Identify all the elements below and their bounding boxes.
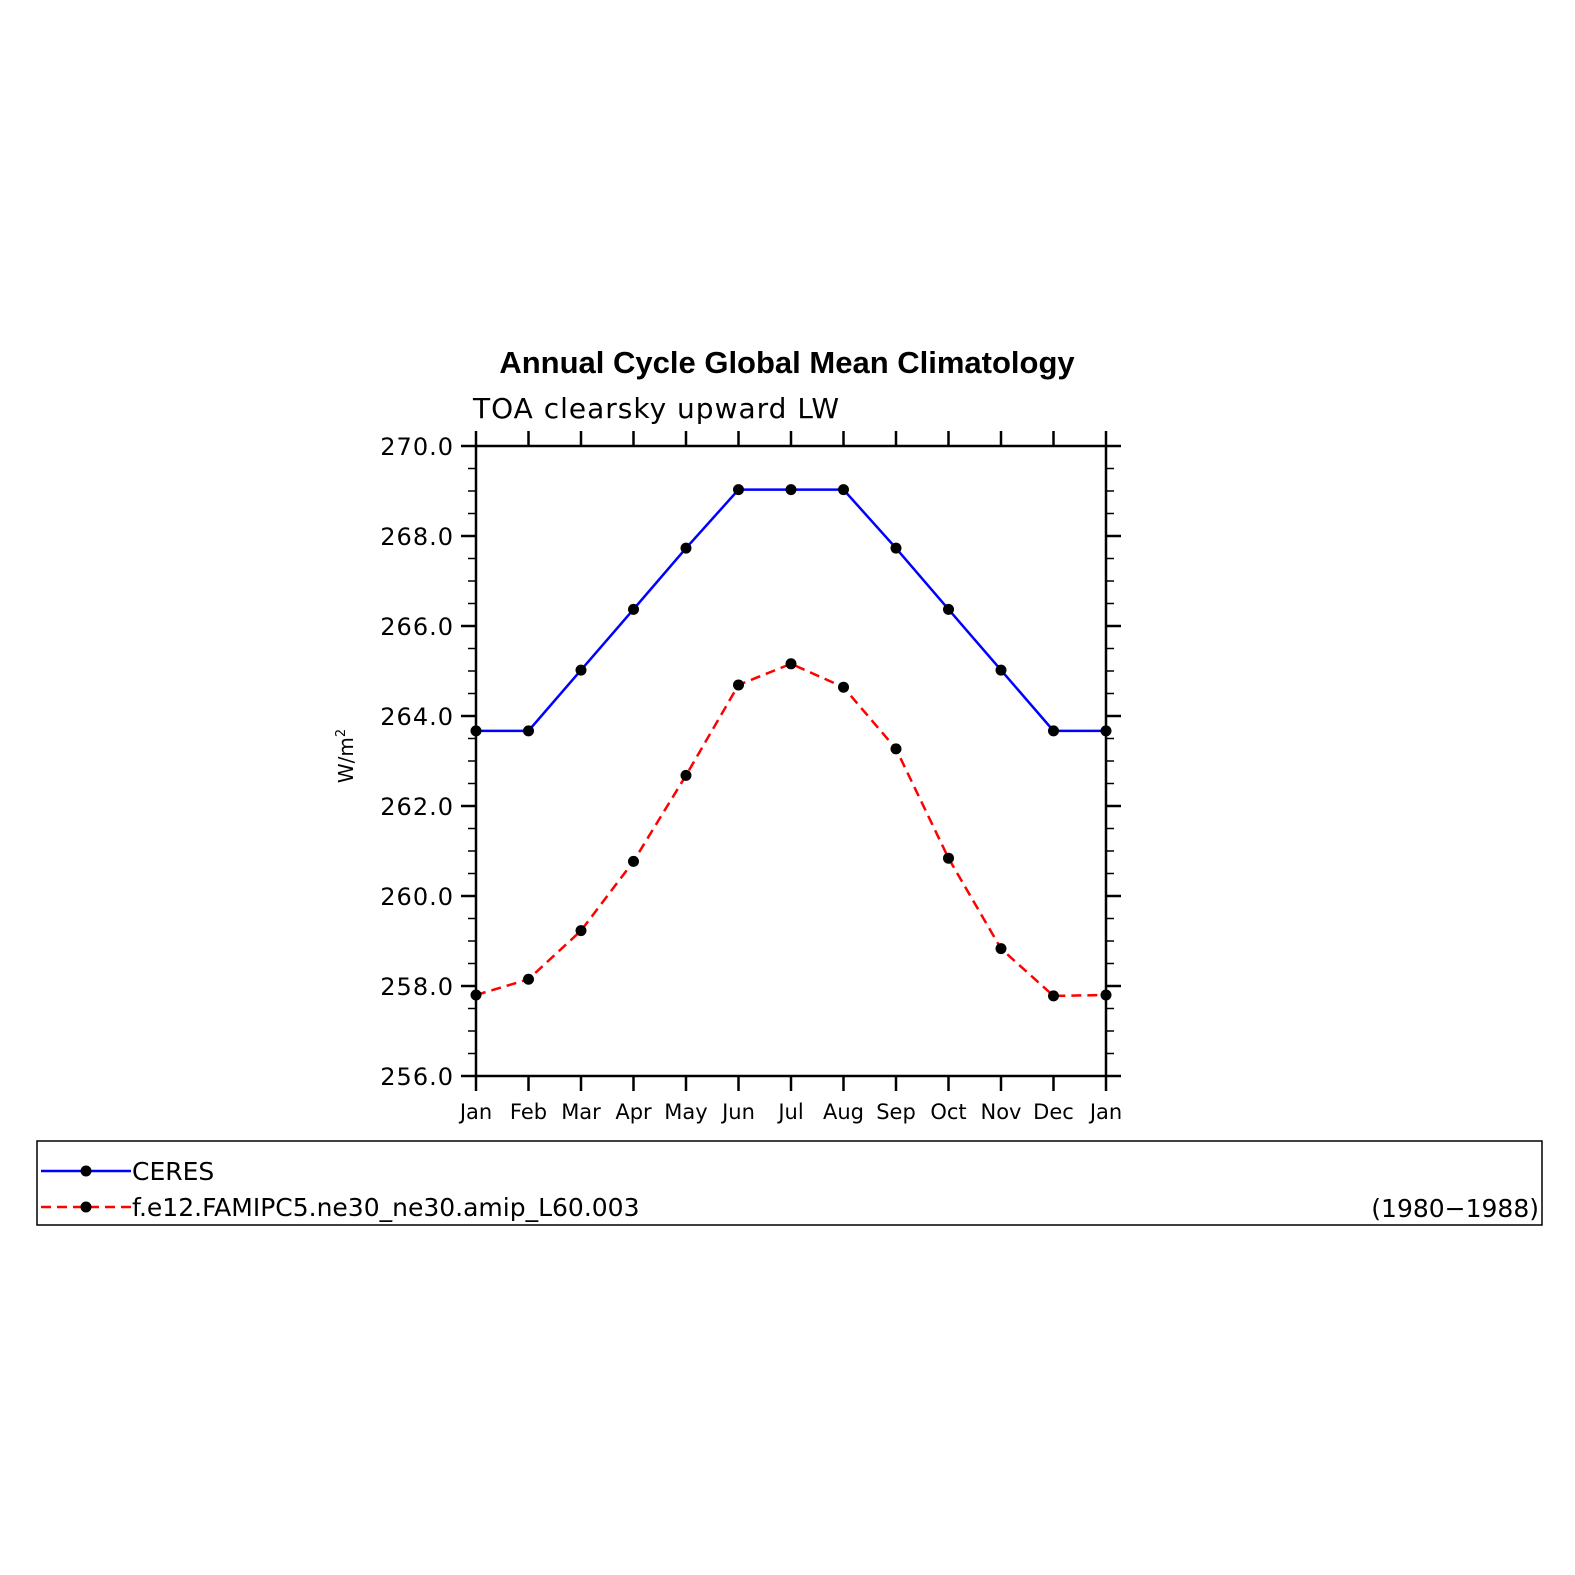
- series-1-point: [575, 664, 587, 676]
- series-2-point: [890, 743, 902, 755]
- legend-entries: CERES f.e12.FAMIPC5.ne30_ne30.amip_L60.00…: [41, 1157, 640, 1222]
- series-layer: [470, 484, 1112, 1002]
- y-tick-label: 258.0: [380, 973, 454, 1001]
- series-2-point: [628, 855, 639, 867]
- x-tick-labels: Jan Feb Mar Apr May Jun Jul Aug Sep Oct Nov Dec Jan: [458, 1100, 1122, 1124]
- x-tick-label: Feb: [510, 1100, 547, 1124]
- series-2-point: [575, 925, 587, 937]
- x-tick-label: Apr: [615, 1100, 652, 1124]
- series-2-point: [785, 658, 797, 670]
- legend-marker-1: [80, 1165, 92, 1177]
- x-tick-label: Oct: [930, 1100, 966, 1124]
- series-line-1: [476, 488, 1106, 733]
- series-1-point: [680, 542, 692, 554]
- series-1-point: [628, 603, 639, 615]
- series-2-point: [733, 679, 744, 691]
- series-1-point: [890, 542, 902, 554]
- x-tick-label: May: [664, 1100, 707, 1124]
- series-1-point: [785, 484, 797, 496]
- legend: CERES f.e12.FAMIPC5.ne30_ne30.amip_L60.00…: [36, 1140, 1543, 1226]
- y-tick-label: 256.0: [380, 1063, 454, 1091]
- series-2-point: [470, 989, 482, 1001]
- series-1-point: [1100, 725, 1112, 737]
- y-axis-label: W/m2: [334, 729, 358, 783]
- series-1-point: [733, 484, 744, 496]
- x-tick-label: Jun: [720, 1100, 755, 1124]
- y-tick-label: 262.0: [380, 793, 454, 821]
- legend-box: [36, 1140, 1543, 1226]
- y-tick-label: 266.0: [380, 613, 454, 641]
- series-2-point: [838, 681, 849, 693]
- series-line-2: [475, 662, 1107, 998]
- series-1-point: [838, 484, 849, 496]
- y-axis-label-superscript: 2: [334, 729, 349, 737]
- series-2-point: [1100, 989, 1112, 1001]
- plot-frame: [474, 444, 1108, 1078]
- x-tick-label: Sep: [876, 1100, 916, 1124]
- legend-marker-2: [80, 1201, 92, 1213]
- series-2-point: [995, 943, 1007, 955]
- x-tick-label: Jan: [458, 1100, 492, 1124]
- series-1-point: [1048, 725, 1059, 737]
- series-1-point: [995, 664, 1007, 676]
- y-tick-label: 260.0: [380, 883, 454, 911]
- y-tick-label: 268.0: [380, 523, 454, 551]
- series-2-point: [1048, 990, 1059, 1002]
- y-tick-label: 264.0: [380, 703, 454, 731]
- legend-label-2: f.e12.FAMIPC5.ne30_ne30.amip_L60.003: [132, 1193, 640, 1222]
- legend-label-1: CERES: [132, 1157, 214, 1186]
- series-2-point: [523, 973, 534, 985]
- series-1-point: [943, 603, 954, 615]
- x-tick-label: Aug: [823, 1100, 864, 1124]
- series-1-point: [523, 725, 534, 737]
- legend-note: (1980−1988): [1371, 1194, 1539, 1223]
- x-tick-label: Mar: [561, 1100, 601, 1124]
- series-2-point: [680, 769, 692, 781]
- y-tick-labels: 256.0 258.0 260.0 262.0 264.0 266.0 268.0 270.0: [380, 433, 454, 1091]
- plot-border: [474, 444, 1108, 1078]
- chart-title: Annual Cycle Global Mean Climatology: [499, 345, 1075, 380]
- x-tick-label: Jul: [776, 1100, 803, 1124]
- series-1-point: [470, 725, 482, 737]
- x-tick-label: Dec: [1033, 1100, 1074, 1124]
- x-tick-label: Nov: [981, 1100, 1022, 1124]
- x-tick-label: Jan: [1088, 1100, 1122, 1124]
- y-tick-label: 270.0: [380, 433, 454, 461]
- series-2-point: [943, 852, 954, 864]
- axis-ticks: [461, 431, 1121, 1091]
- chart-subtitle: TOA clearsky upward LW: [472, 392, 840, 425]
